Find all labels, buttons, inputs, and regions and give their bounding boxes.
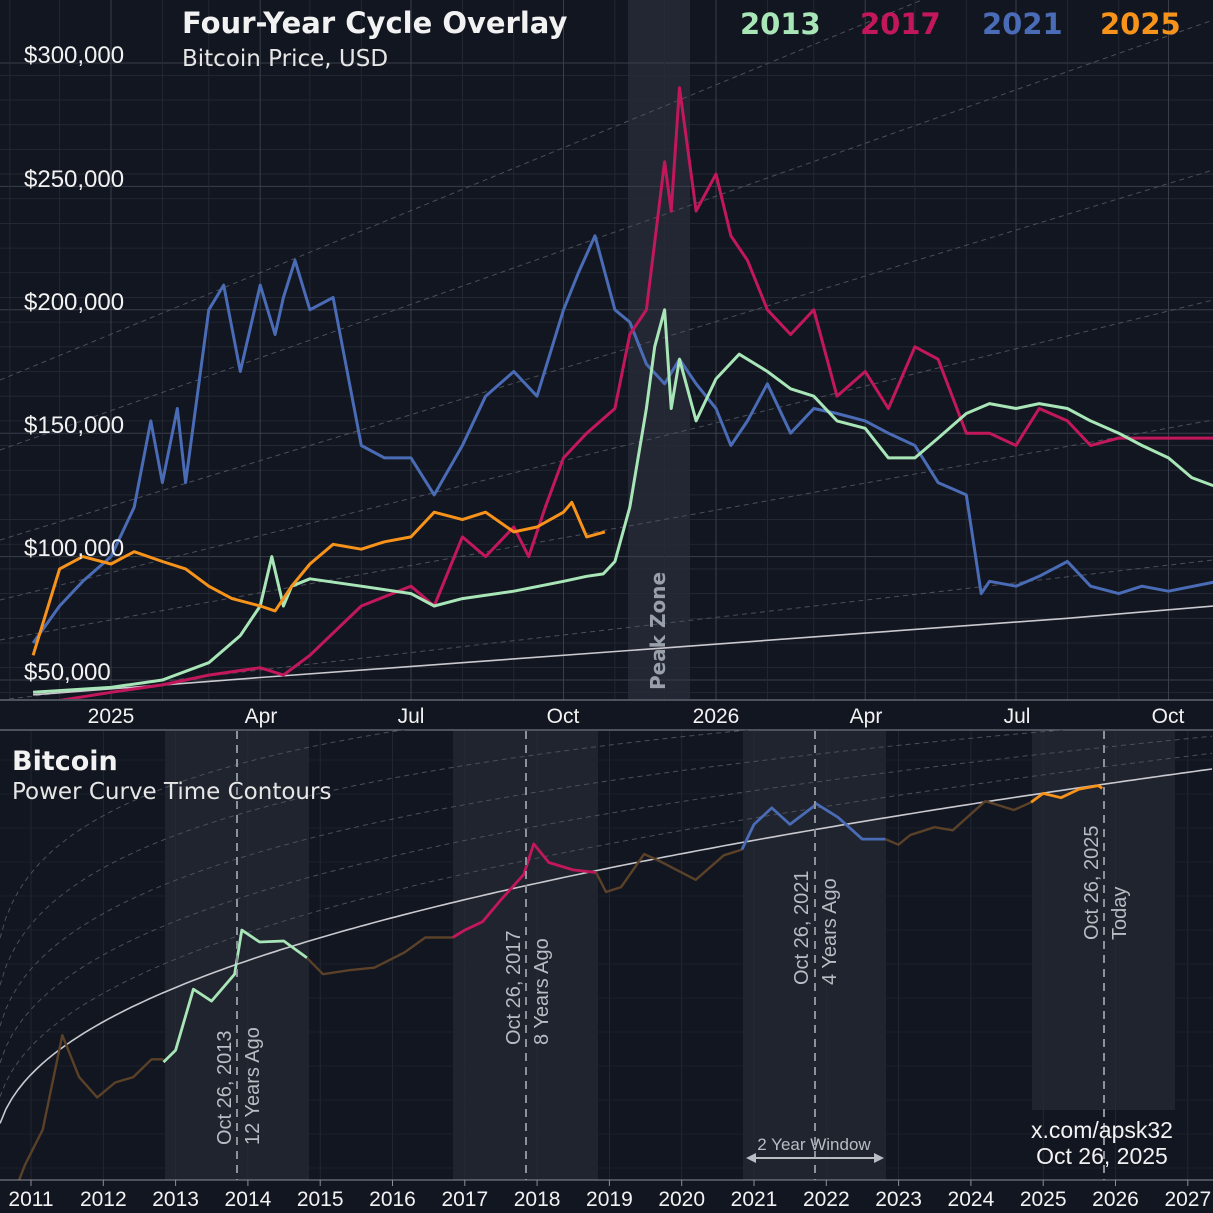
- bottom-series-group: [17, 784, 1103, 1180]
- peak-zone-band: [628, 0, 690, 699]
- bottom-x-tick-2024: 2024: [948, 1188, 995, 1211]
- bottom-x-tick-2026: 2026: [1092, 1188, 1139, 1211]
- bottom-grid: [0, 731, 1213, 1180]
- marker-2017-ago: 8 Years Ago: [531, 938, 553, 1045]
- marker-label-2017: Oct 26, 2017 8 Years Ago: [503, 930, 553, 1045]
- top-contour-line-4: [0, 19, 1213, 451]
- top-subtitle: Bitcoin Price, USD: [182, 46, 388, 72]
- bottom-contour-2: [0, 730, 1069, 1027]
- bottom-series-line-2021: [740, 802, 886, 851]
- y-tick-300000: $300,000: [24, 42, 124, 69]
- y-tick-50000: $50,000: [24, 659, 111, 686]
- top-contour-line-2: [0, 299, 1213, 601]
- bottom-x-tick-2016: 2016: [369, 1188, 416, 1211]
- bottom-contour-0: [0, 752, 1213, 1097]
- legend-2025: 2025: [1100, 7, 1181, 41]
- marker-label-2021: Oct 26, 2021 4 Years Ago: [791, 870, 841, 985]
- marker-label-2013: Oct 26, 2013 12 Years Ago: [214, 1027, 264, 1145]
- marker-2025-today: Today: [1109, 887, 1131, 940]
- y-tick-200000: $200,000: [24, 289, 124, 316]
- bottom-title: Bitcoin: [12, 746, 118, 777]
- x-tick-jul-2025: Jul: [398, 705, 425, 728]
- x-tick-apr-2025: Apr: [245, 705, 278, 728]
- bottom-x-tick-2025: 2025: [1020, 1188, 1067, 1211]
- window-arrow-left-head: [746, 1153, 756, 1163]
- top-grid: [0, 0, 1213, 700]
- x-tick-2026: 2026: [693, 705, 740, 728]
- bottom-series-line-2025: [1030, 784, 1103, 804]
- top-series-line-2017: [59, 86, 1213, 699]
- x-tick-oct-2026: Oct: [1152, 705, 1185, 728]
- top-series-line-2021: [31, 234, 1213, 644]
- peak-zone-label: Peak Zone: [646, 572, 670, 690]
- marker-2013-ago: 12 Years Ago: [242, 1027, 264, 1145]
- bottom-history-segment-2: [595, 848, 743, 894]
- bottom-x-tick-2017: 2017: [441, 1188, 488, 1211]
- y-tick-250000: $250,000: [24, 166, 124, 193]
- bottom-series-line-2017: [451, 842, 597, 939]
- top-power-curve: [33, 605, 1213, 696]
- y-tick-100000: $100,000: [24, 535, 124, 562]
- marker-2025-date: Oct 26, 2025: [1081, 825, 1103, 940]
- bottom-x-tick-2021: 2021: [731, 1188, 778, 1211]
- bottom-series-line-2013: [162, 928, 308, 1064]
- window-label: 2 Year Window: [757, 1135, 871, 1154]
- x-tick-jul-2026: Jul: [1004, 705, 1031, 728]
- bottom-x-tick-2022: 2022: [803, 1188, 850, 1211]
- bottom-history-segment-0: [17, 1034, 164, 1180]
- bottom-x-tick-2018: 2018: [514, 1188, 561, 1211]
- bottom-subtitle: Power Curve Time Contours: [12, 779, 331, 805]
- bottom-x-tick-2019: 2019: [586, 1188, 633, 1211]
- top-title: Four-Year Cycle Overlay: [182, 6, 567, 40]
- credit-date: Oct 26, 2025: [1036, 1143, 1168, 1169]
- bottom-x-tick-2020: 2020: [658, 1188, 705, 1211]
- marker-2017-date: Oct 26, 2017: [503, 930, 525, 1045]
- marker-2013-date: Oct 26, 2013: [214, 1030, 236, 1145]
- x-tick-oct-2025: Oct: [547, 705, 580, 728]
- bottom-x-tick-2013: 2013: [152, 1188, 199, 1211]
- top-plot-area: [0, 0, 1213, 700]
- legend-2021: 2021: [982, 7, 1063, 41]
- bottom-contour-4: [0, 730, 406, 939]
- bottom-power-curve: [0, 768, 1213, 1124]
- credit-handle: x.com/apsk32: [1031, 1117, 1173, 1143]
- bottom-contour-1: [0, 735, 1213, 1064]
- x-tick-2025: 2025: [88, 705, 135, 728]
- top-contour-line-0: [4, 559, 1213, 699]
- bottom-x-tick-2015: 2015: [297, 1188, 344, 1211]
- marker-label-2025: Oct 26, 2025 Today: [1081, 825, 1131, 940]
- marker-2021-ago: 4 Years Ago: [819, 878, 841, 985]
- top-contour-line-5: [0, 0, 924, 381]
- bottom-history-segment-3: [884, 799, 1032, 846]
- y-tick-150000: $150,000: [24, 412, 124, 439]
- bottom-contours: [0, 730, 1213, 1097]
- top-series-line-2025: [31, 500, 606, 656]
- top-contour-line-3: [0, 169, 1213, 541]
- top-series-group: [31, 86, 1213, 699]
- bottom-x-tick-2012: 2012: [80, 1188, 127, 1211]
- bottom-x-ticks: 2011 2012 2013 2014 2015 2016 2017 2018 2019 2020…: [8, 1180, 1211, 1211]
- bottom-x-tick-2014: 2014: [225, 1188, 272, 1211]
- legend-2013: 2013: [740, 7, 821, 41]
- bottom-x-tick-2027: 2027: [1164, 1188, 1211, 1211]
- bottom-x-tick-2023: 2023: [875, 1188, 922, 1211]
- window-arrow-right-head: [874, 1153, 884, 1163]
- bottom-history-segment-1: [306, 936, 453, 976]
- top-diagonal-contours: [0, 0, 1213, 699]
- top-x-axis-strip: [0, 700, 1213, 730]
- bottom-x-tick-2011: 2011: [8, 1188, 53, 1211]
- marker-2021-date: Oct 26, 2021: [791, 870, 813, 985]
- legend-2017: 2017: [860, 7, 941, 41]
- x-tick-apr-2026: Apr: [850, 705, 883, 728]
- top-contour-line-1: [0, 419, 1213, 641]
